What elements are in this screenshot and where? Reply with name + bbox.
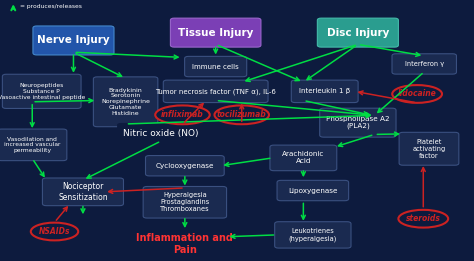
- Ellipse shape: [31, 223, 78, 240]
- FancyBboxPatch shape: [171, 18, 261, 47]
- FancyBboxPatch shape: [93, 77, 158, 127]
- Text: = produces/releases: = produces/releases: [20, 4, 82, 9]
- FancyBboxPatch shape: [274, 222, 351, 248]
- FancyBboxPatch shape: [163, 80, 268, 103]
- Text: Disc Injury: Disc Injury: [327, 28, 389, 38]
- FancyBboxPatch shape: [392, 54, 456, 74]
- FancyBboxPatch shape: [146, 156, 224, 176]
- Text: Interleukin 1 β: Interleukin 1 β: [299, 88, 350, 94]
- Text: Nitric oxide (NO): Nitric oxide (NO): [123, 129, 199, 138]
- Text: Arachidonic
Acid: Arachidonic Acid: [282, 151, 325, 164]
- FancyBboxPatch shape: [42, 178, 123, 206]
- Text: steroids: steroids: [406, 214, 441, 223]
- Text: Platelet
activating
factor: Platelet activating factor: [412, 139, 446, 159]
- Text: Vasodilation and
increased vascular
permeability: Vasodilation and increased vascular perm…: [4, 137, 61, 153]
- FancyBboxPatch shape: [0, 129, 67, 161]
- Text: Bradykinin
Serotonin
Norepinephrine
Glutamate
Histidine: Bradykinin Serotonin Norepinephrine Glut…: [101, 88, 150, 116]
- Ellipse shape: [398, 210, 448, 228]
- Text: Nociceptor
Sensitization: Nociceptor Sensitization: [58, 182, 108, 201]
- FancyBboxPatch shape: [319, 108, 396, 137]
- Text: Lipoxygenase: Lipoxygenase: [288, 188, 337, 193]
- FancyBboxPatch shape: [185, 56, 246, 77]
- Text: Cyclooxygenase: Cyclooxygenase: [155, 163, 214, 169]
- Text: Interferon γ: Interferon γ: [405, 61, 444, 67]
- FancyBboxPatch shape: [143, 187, 227, 218]
- Ellipse shape: [155, 105, 210, 124]
- Text: Inflammation and
Pain: Inflammation and Pain: [137, 233, 233, 255]
- FancyBboxPatch shape: [277, 180, 348, 201]
- FancyBboxPatch shape: [318, 18, 398, 47]
- Ellipse shape: [214, 105, 269, 124]
- Text: tocilizumab: tocilizumab: [217, 110, 266, 119]
- Text: NSAIDs: NSAIDs: [39, 227, 70, 236]
- Text: Tumor necrosis factor (TNF α), IL-6: Tumor necrosis factor (TNF α), IL-6: [155, 88, 276, 94]
- Text: Nerve Injury: Nerve Injury: [37, 35, 110, 45]
- Text: Tissue Injury: Tissue Injury: [178, 28, 254, 38]
- Text: Immune cells: Immune cells: [192, 64, 239, 69]
- FancyBboxPatch shape: [399, 132, 459, 165]
- Text: infliximab: infliximab: [161, 110, 204, 119]
- Text: Leukotrienes
(hyperalgesia): Leukotrienes (hyperalgesia): [289, 228, 337, 242]
- Text: Neuropeptides
Substance P
Vasoactive intestinal peptide: Neuropeptides Substance P Vasoactive int…: [0, 83, 85, 100]
- Text: lidocaine: lidocaine: [398, 90, 437, 98]
- FancyBboxPatch shape: [33, 26, 114, 55]
- Text: Phospholipase A2
(PLA2): Phospholipase A2 (PLA2): [326, 116, 390, 129]
- FancyBboxPatch shape: [2, 74, 81, 109]
- FancyBboxPatch shape: [117, 123, 205, 143]
- FancyBboxPatch shape: [291, 80, 358, 103]
- Text: Hyperalgesia
Prostaglandins
Thromboxanes: Hyperalgesia Prostaglandins Thromboxanes: [160, 192, 210, 212]
- FancyBboxPatch shape: [139, 230, 230, 258]
- FancyBboxPatch shape: [270, 145, 337, 171]
- Ellipse shape: [392, 85, 442, 103]
